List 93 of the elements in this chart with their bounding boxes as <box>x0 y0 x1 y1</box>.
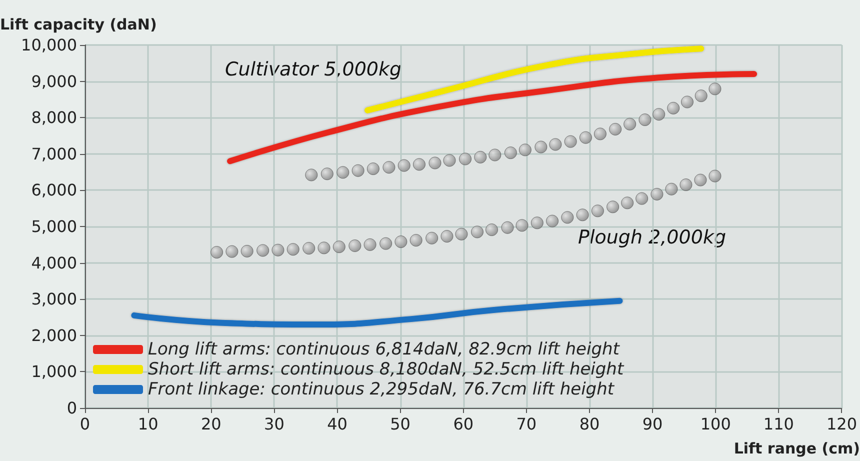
point <box>680 96 694 108</box>
y-tick-label: 4,000 <box>31 253 77 272</box>
x-tick-label: 10 <box>138 414 158 434</box>
point <box>652 108 666 121</box>
x-tick-label: 40 <box>327 414 348 434</box>
point <box>579 131 592 144</box>
point <box>606 200 620 214</box>
y-tick-label: 3,000 <box>31 290 77 309</box>
y-tick-label: 0 <box>66 398 77 418</box>
point <box>398 159 410 172</box>
point <box>459 152 472 166</box>
point <box>530 216 544 230</box>
point <box>609 122 622 136</box>
point <box>486 224 498 236</box>
point <box>694 174 707 186</box>
point <box>708 170 722 182</box>
point <box>534 140 548 154</box>
x-tick-label: 0 <box>80 414 90 434</box>
x-tick-label: 60 <box>453 414 474 434</box>
x-tick-label: 80 <box>579 414 600 434</box>
y-tick-label: 1,000 <box>31 362 77 382</box>
point <box>320 168 334 180</box>
point <box>428 156 442 170</box>
x-tick-label: 20 <box>200 414 222 434</box>
x-tick-label: 110 <box>763 414 794 434</box>
point <box>272 244 284 256</box>
point <box>667 102 680 114</box>
point <box>636 192 648 205</box>
x-tick-label: 100 <box>700 414 731 434</box>
point <box>256 244 270 257</box>
point <box>226 245 238 258</box>
point <box>366 162 380 176</box>
y-tick-label: 8,000 <box>31 108 77 128</box>
y-tick-label: 10,000 <box>21 36 77 54</box>
legend-label: Front linkage: continuous 2,295daN, 76.7cm lift height <box>148 380 616 400</box>
point <box>348 239 362 252</box>
point <box>591 204 604 218</box>
point <box>546 214 559 228</box>
point <box>305 168 318 182</box>
x-tick-label: 120 <box>826 414 858 434</box>
point <box>518 144 532 156</box>
point <box>561 211 574 224</box>
point <box>708 82 722 96</box>
point <box>410 234 422 247</box>
point <box>650 188 664 200</box>
x-tick-label: 30 <box>264 414 284 434</box>
point <box>336 166 350 179</box>
y-tick-label: 5,000 <box>31 217 77 236</box>
legend-label: Long lift arms: continuous 6,814daN, 82.9cm lift height <box>148 340 621 360</box>
point <box>694 90 708 102</box>
y-axis-title: Lift capacity (daN) <box>0 16 157 34</box>
point <box>549 138 562 151</box>
legend-label: Short lift arms: continuous 8,180daN, 52.5cm lift height <box>148 360 625 380</box>
x-tick-label: 90 <box>642 414 663 434</box>
x-tick-label: 70 <box>516 414 537 434</box>
point <box>638 114 652 126</box>
y-tick-label: 9,000 <box>31 72 77 91</box>
point <box>426 232 438 244</box>
y-tick-label: 2,000 <box>31 326 77 345</box>
point <box>443 154 456 167</box>
point <box>474 150 487 164</box>
point <box>564 135 577 148</box>
point <box>318 242 330 254</box>
point <box>240 244 254 258</box>
point <box>455 228 468 240</box>
point <box>382 161 396 174</box>
point <box>680 178 692 191</box>
point <box>621 196 634 210</box>
point <box>516 219 528 232</box>
y-tick-label: 6,000 <box>31 180 77 200</box>
point <box>501 221 514 234</box>
point <box>440 230 454 243</box>
annotation: Plough 2,000kg <box>578 226 726 248</box>
x-axis-title: Lift range (cm) <box>734 440 860 458</box>
point <box>624 118 636 130</box>
point <box>576 208 589 222</box>
point <box>594 128 606 140</box>
point <box>302 242 316 255</box>
point <box>412 158 426 171</box>
point <box>210 246 224 259</box>
point <box>286 243 300 256</box>
point <box>504 146 517 160</box>
point <box>332 240 346 254</box>
y-tick-label: 7,000 <box>31 144 77 164</box>
point <box>364 238 376 251</box>
x-tick-label: 50 <box>390 414 410 434</box>
point <box>665 182 678 196</box>
annotation: Cultivator 5,000kg <box>225 58 402 80</box>
point <box>352 164 364 177</box>
point <box>394 236 408 248</box>
point <box>471 226 484 238</box>
point <box>488 148 502 162</box>
point <box>380 237 392 250</box>
